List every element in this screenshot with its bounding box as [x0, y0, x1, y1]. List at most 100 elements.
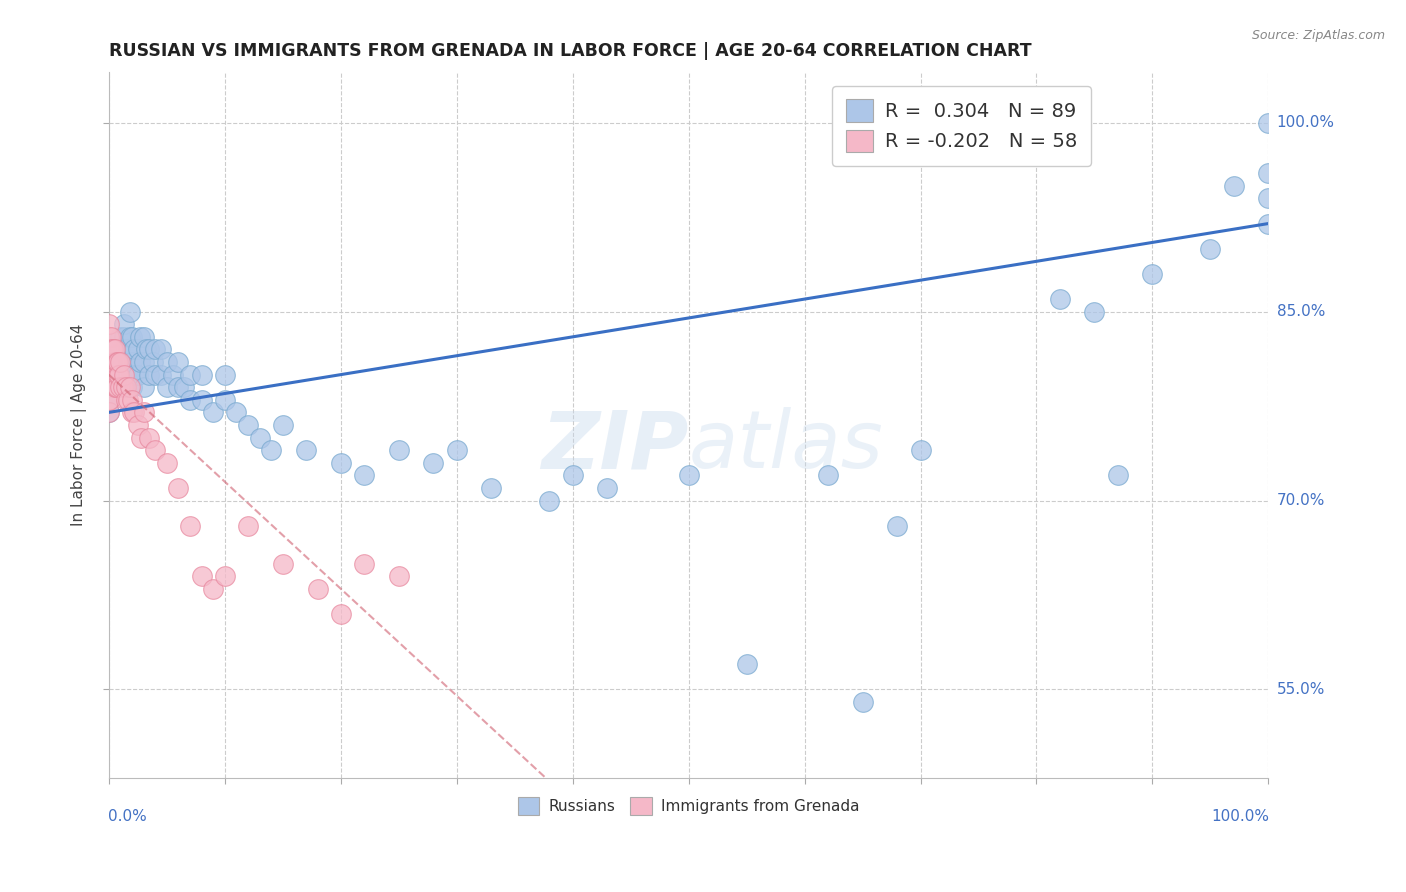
Point: [179, 368, 201, 382]
Point: [121, 330, 143, 344]
Point: [110, 355, 132, 369]
Point: [110, 355, 132, 369]
Point: [117, 343, 139, 357]
Point: [129, 431, 152, 445]
Point: [260, 443, 283, 458]
Point: [910, 443, 932, 458]
Point: [353, 557, 375, 571]
Point: [110, 343, 132, 357]
Point: [1257, 191, 1279, 205]
Point: [1257, 217, 1279, 231]
Text: 100.0%: 100.0%: [1212, 809, 1270, 824]
Point: [103, 368, 125, 382]
Point: [107, 343, 129, 357]
Point: [162, 368, 184, 382]
Point: [329, 607, 352, 621]
Point: [149, 368, 172, 382]
Point: [115, 368, 138, 382]
Point: [167, 380, 190, 394]
Point: [124, 368, 146, 382]
Point: [179, 518, 201, 533]
Text: ZIP: ZIP: [541, 407, 689, 485]
Point: [1049, 292, 1071, 306]
Point: [100, 355, 122, 369]
Point: [143, 368, 166, 382]
Point: [118, 380, 141, 394]
Point: [105, 355, 128, 369]
Text: 100.0%: 100.0%: [1277, 115, 1334, 130]
Point: [97, 405, 120, 419]
Point: [129, 355, 152, 369]
Point: [1257, 166, 1279, 180]
Point: [103, 380, 125, 394]
Point: [388, 569, 411, 583]
Y-axis label: In Labor Force | Age 20-64: In Labor Force | Age 20-64: [72, 324, 87, 526]
Point: [167, 481, 190, 495]
Point: [103, 343, 125, 357]
Point: [103, 355, 125, 369]
Point: [103, 343, 125, 357]
Point: [108, 368, 131, 382]
Point: [353, 468, 375, 483]
Point: [105, 380, 128, 394]
Point: [156, 355, 179, 369]
Point: [129, 330, 152, 344]
Text: atlas: atlas: [689, 407, 883, 485]
Point: [121, 405, 143, 419]
Point: [97, 405, 120, 419]
Point: [107, 368, 129, 382]
Point: [97, 355, 120, 369]
Point: [1083, 304, 1105, 318]
Point: [481, 481, 503, 495]
Point: [110, 380, 132, 394]
Point: [124, 405, 146, 419]
Point: [107, 368, 129, 382]
Point: [97, 318, 120, 332]
Point: [104, 380, 127, 394]
Point: [127, 343, 149, 357]
Point: [101, 368, 124, 382]
Point: [115, 380, 138, 394]
Point: [118, 330, 141, 344]
Point: [1142, 267, 1164, 281]
Point: [271, 557, 294, 571]
Point: [97, 343, 120, 357]
Point: [132, 355, 155, 369]
Point: [97, 343, 120, 357]
Point: [446, 443, 468, 458]
Point: [538, 493, 561, 508]
Point: [97, 392, 120, 407]
Point: [138, 368, 160, 382]
Point: [271, 417, 294, 432]
Point: [132, 405, 155, 419]
Point: [307, 582, 329, 596]
Point: [97, 368, 120, 382]
Point: [103, 343, 125, 357]
Point: [97, 330, 120, 344]
Point: [886, 518, 908, 533]
Point: [295, 443, 318, 458]
Point: [202, 582, 225, 596]
Point: [97, 355, 120, 369]
Point: [127, 368, 149, 382]
Point: [388, 443, 411, 458]
Point: [561, 468, 583, 483]
Point: [112, 318, 135, 332]
Point: [678, 468, 700, 483]
Point: [851, 695, 873, 709]
Point: [121, 355, 143, 369]
Point: [167, 355, 190, 369]
Point: [118, 304, 141, 318]
Point: [156, 380, 179, 394]
Point: [214, 368, 236, 382]
Point: [124, 343, 146, 357]
Point: [236, 417, 259, 432]
Point: [236, 518, 259, 533]
Point: [1222, 178, 1244, 193]
Point: [1199, 242, 1222, 256]
Point: [103, 368, 125, 382]
Text: Source: ZipAtlas.com: Source: ZipAtlas.com: [1251, 29, 1385, 42]
Point: [132, 330, 155, 344]
Point: [179, 392, 201, 407]
Point: [135, 343, 157, 357]
